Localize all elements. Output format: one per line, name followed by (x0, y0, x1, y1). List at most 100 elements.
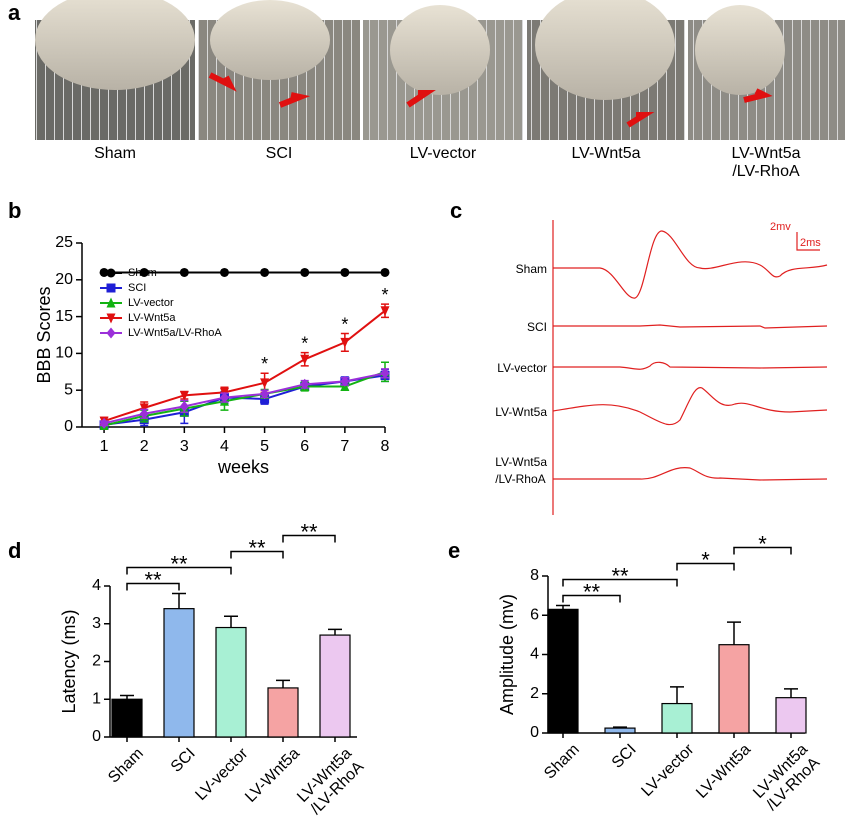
line (103, 370, 386, 427)
legend-marker (106, 313, 116, 324)
error-bar (670, 686, 684, 704)
error-bar (172, 592, 186, 609)
x-tick-label: 4 (220, 438, 229, 455)
significance-bracket (562, 594, 621, 603)
x-tick-label: 3 (180, 438, 189, 455)
y-tick-label: 10 (55, 345, 73, 362)
photo-caption: SCI (265, 145, 293, 162)
annotation: * (381, 285, 388, 305)
line (103, 372, 386, 425)
significance-bracket (562, 578, 678, 587)
trace-label: LV-vector (497, 361, 547, 375)
trace (553, 230, 828, 299)
line (103, 309, 386, 423)
legend-label: Sham (128, 267, 157, 279)
point (139, 408, 149, 420)
error-bar (556, 604, 570, 610)
trace (553, 324, 828, 329)
significance-bracket (676, 562, 735, 571)
trace-label: LV-Wnt5a /LV-RhoA (495, 455, 547, 486)
error-bar (727, 621, 741, 645)
point (219, 392, 229, 404)
legend-label: SCI (128, 282, 146, 294)
y-tick-label: 15 (55, 308, 73, 325)
y-tick-label: 4 (530, 646, 539, 663)
y-axis-label: Amplitude (mv) (497, 594, 517, 715)
y-tick-label: 0 (92, 728, 101, 745)
annotation: * (301, 333, 308, 353)
significance-label: ** (583, 579, 601, 604)
photos (35, 0, 845, 140)
significance-bracket (733, 546, 792, 555)
photo-fur (535, 0, 675, 100)
panel-label: d (8, 538, 21, 563)
point (219, 267, 229, 277)
photo-fur (210, 0, 330, 80)
legend-marker (106, 297, 116, 308)
significance-bracket (126, 566, 232, 575)
y-tick-label: 1 (92, 690, 101, 707)
photo-caption: Sham (94, 145, 136, 162)
point (260, 378, 270, 389)
error-bar (224, 615, 238, 628)
significance-label: ** (248, 535, 266, 560)
point (380, 306, 390, 317)
bar (111, 698, 143, 738)
photo-arrows (208, 72, 773, 128)
y-tick-label: 25 (55, 234, 73, 251)
point (179, 267, 189, 277)
legend-marker (106, 268, 116, 278)
point (179, 390, 189, 401)
point (179, 400, 189, 412)
point (139, 267, 149, 277)
error-bar (328, 628, 342, 636)
significance-bracket (126, 582, 180, 591)
bar (604, 727, 636, 734)
error-bar (784, 688, 798, 698)
photo-fur (390, 5, 490, 95)
y-tick-label: 0 (530, 724, 539, 741)
photo-caption: LV-vector (409, 145, 477, 162)
point (260, 388, 270, 400)
x-tick-label: 1 (100, 438, 109, 455)
x-tick-label: 7 (340, 438, 349, 455)
trace (553, 467, 828, 481)
error-bar (120, 694, 134, 700)
y-tick-label: 5 (64, 381, 73, 398)
point (340, 267, 350, 277)
y-tick-label: 2 (530, 685, 539, 702)
error-bar (276, 679, 290, 688)
photo-caption: LV-Wnt5a /LV-RhoA (731, 145, 801, 180)
panel-label: b (8, 198, 21, 223)
point (340, 375, 350, 387)
y-tick-label: 6 (530, 606, 539, 623)
bar (163, 608, 195, 738)
significance-label: ** (300, 519, 318, 544)
significance-label: * (701, 547, 710, 572)
photo-fur (695, 5, 785, 95)
bar (319, 634, 351, 738)
y-axis-label: Latency (ms) (59, 609, 79, 713)
trace (553, 361, 828, 370)
scale-label: 2mv (770, 221, 791, 233)
y-axis-label: BBB Scores (34, 286, 54, 383)
trace-label: LV-Wnt5a (495, 405, 547, 419)
point (340, 337, 350, 348)
x-tick-label: 2 (140, 438, 149, 455)
trace-label: Sham (515, 262, 547, 276)
point (300, 267, 310, 277)
bar (267, 687, 299, 738)
photo-caption: LV-Wnt5a (571, 145, 641, 162)
bar (547, 608, 579, 734)
annotation: * (341, 314, 348, 334)
y-tick-label: 2 (92, 653, 101, 670)
trace-label: SCI (526, 320, 547, 334)
point (300, 378, 310, 390)
x-tick-label: 5 (260, 438, 269, 455)
panel-label: c (450, 198, 462, 223)
point (260, 267, 270, 277)
legend-marker (106, 327, 116, 339)
trace (552, 387, 828, 426)
